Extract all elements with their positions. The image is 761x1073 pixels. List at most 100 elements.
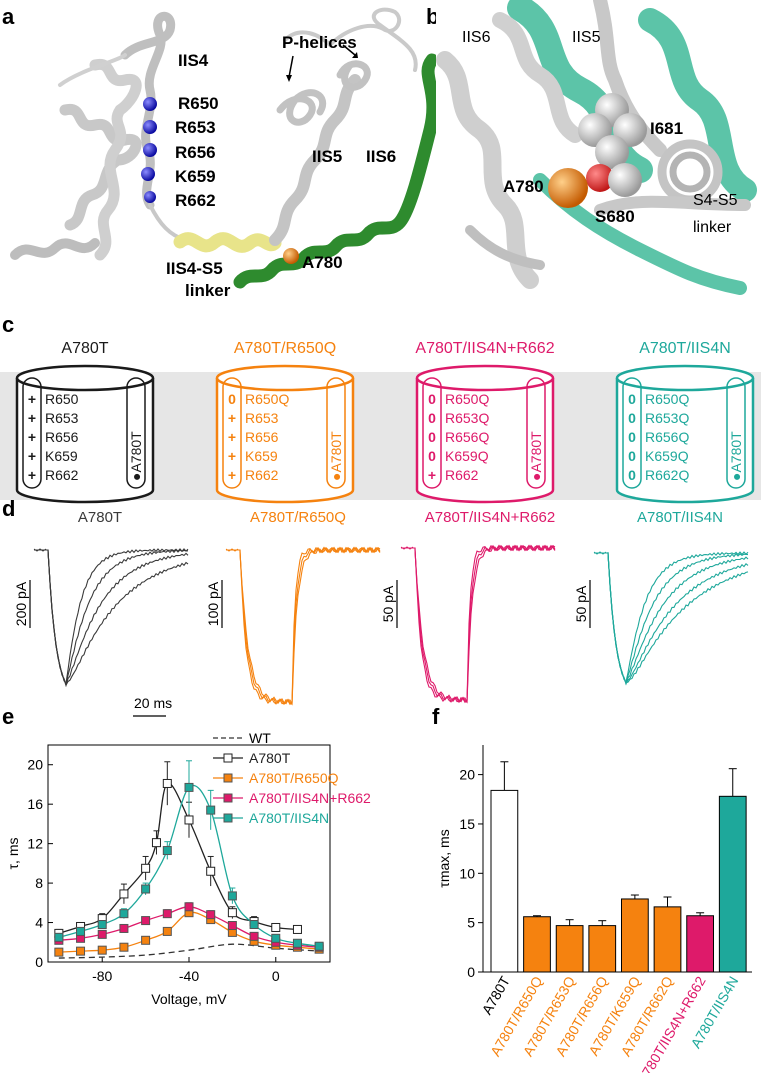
data-point — [97, 920, 107, 930]
current-trace — [401, 544, 556, 703]
charge-sign: 0 — [628, 448, 636, 464]
sphere-K659 — [141, 167, 155, 181]
label-iis5: IIS5 — [572, 29, 601, 46]
data-point — [227, 908, 237, 918]
side-mutation-label: ●A780T — [128, 431, 144, 481]
residue-label: R650Q — [645, 391, 689, 407]
y-tick-label: 5 — [467, 915, 475, 931]
baseline-noise — [400, 546, 414, 550]
data-point — [249, 920, 259, 930]
x-tick-label: 0 — [272, 968, 280, 984]
label-iis6: IIS6 — [462, 29, 491, 46]
x-axis-label: Voltage, mV — [151, 991, 227, 1007]
data-point — [97, 929, 107, 939]
charge-sign: + — [28, 391, 36, 407]
baseline-noise — [33, 548, 47, 552]
bar — [588, 925, 617, 973]
current-trace — [34, 549, 189, 688]
charge-sign: 0 — [628, 391, 636, 407]
charge-sign: 0 — [228, 391, 236, 407]
charge-sign: 0 — [428, 429, 436, 445]
construct-title: A780T/IIS4N+R662 — [415, 340, 554, 357]
y-axis-label: τmax, ms — [436, 829, 452, 887]
bar — [555, 925, 584, 973]
residue-label: K659Q — [445, 448, 489, 464]
cylinder-top — [415, 364, 555, 392]
data-point — [206, 910, 216, 920]
y-tick-label: 20 — [459, 767, 475, 783]
construct-title: A780T/IIS4N — [639, 340, 731, 357]
panel-letter-a: a — [2, 4, 15, 29]
charge-sign: 0 — [628, 429, 636, 445]
atom-sphere — [595, 135, 629, 169]
cylinder-body — [215, 378, 355, 504]
bar — [686, 915, 715, 973]
legend-label: WT — [249, 730, 271, 746]
series-line — [58, 943, 320, 959]
scale-bar-label: 100 pA — [205, 581, 221, 626]
y-tick-label: 15 — [459, 816, 475, 832]
scale-bar-label: 50 pA — [380, 585, 396, 622]
scale-bar-label: 50 pA — [573, 585, 589, 622]
data-point — [151, 838, 161, 848]
current-trace — [594, 552, 749, 686]
y-tick-label: 16 — [27, 796, 43, 812]
residue-label: R653Q — [445, 410, 489, 426]
protein-cartoon-a — [10, 7, 440, 289]
current-trace — [594, 551, 749, 684]
x-tick-label: -80 — [92, 968, 112, 984]
baseline-noise — [225, 548, 239, 552]
residue-label: R662 — [45, 467, 79, 483]
data-point — [162, 909, 172, 919]
panel-letter-f: f — [432, 704, 440, 729]
helix-s6 — [326, 377, 346, 489]
current-trace — [34, 549, 189, 687]
x-tick-label: -40 — [179, 968, 199, 984]
residue-label: R656 — [245, 429, 279, 445]
residue-label: R653 — [45, 410, 79, 426]
bar — [718, 795, 747, 973]
cylinder-top — [15, 364, 155, 392]
data-point — [119, 889, 129, 899]
cylinder-body — [15, 378, 155, 504]
data-point — [292, 924, 302, 934]
current-trace — [401, 544, 556, 704]
cylinder-top — [215, 364, 355, 392]
panel-letter-d: d — [2, 496, 15, 521]
data-point — [249, 931, 259, 941]
residue-label: R656 — [45, 429, 79, 445]
scale-bar-label: 200 pA — [13, 581, 29, 626]
residue-label: R650 — [45, 391, 79, 407]
residue-label: R662 — [245, 467, 279, 483]
panel-d: d A780T 200 pA A780T/R650Q 100 pA A780T/IIS4… — [2, 496, 749, 717]
helix-s6 — [126, 377, 146, 489]
current-trace — [226, 546, 381, 706]
charge-sign: + — [28, 429, 36, 445]
label-residue: R650 — [178, 94, 219, 113]
sphere-R650 — [143, 97, 157, 111]
label-a780: A780 — [503, 177, 544, 196]
label-iis4: IIS4 — [178, 51, 209, 70]
data-point — [141, 935, 151, 945]
charge-sign: + — [428, 467, 436, 483]
y-axis-label: τ, ms — [5, 838, 21, 870]
legend-marker — [223, 793, 233, 803]
label-s680: S680 — [595, 207, 635, 226]
helix-s6 — [526, 377, 546, 489]
panel-b: b IIS6 IIS5 I681 A780 S680 S4-S5 linker — [426, 0, 757, 295]
sphere-R662 — [144, 191, 156, 203]
baseline-noise — [593, 551, 607, 555]
data-point — [162, 846, 172, 856]
side-mutation-label: ●A780T — [328, 431, 344, 481]
bar — [523, 916, 551, 973]
charge-sign: + — [228, 448, 236, 464]
data-point — [76, 926, 86, 936]
sphere-A780 — [283, 248, 299, 264]
construct-title: A780T/R650Q — [234, 340, 336, 357]
charge-sign: + — [228, 410, 236, 426]
residue-label: R653 — [245, 410, 279, 426]
data-point — [141, 863, 151, 873]
data-point — [271, 922, 281, 932]
label-residue: R656 — [175, 143, 216, 162]
